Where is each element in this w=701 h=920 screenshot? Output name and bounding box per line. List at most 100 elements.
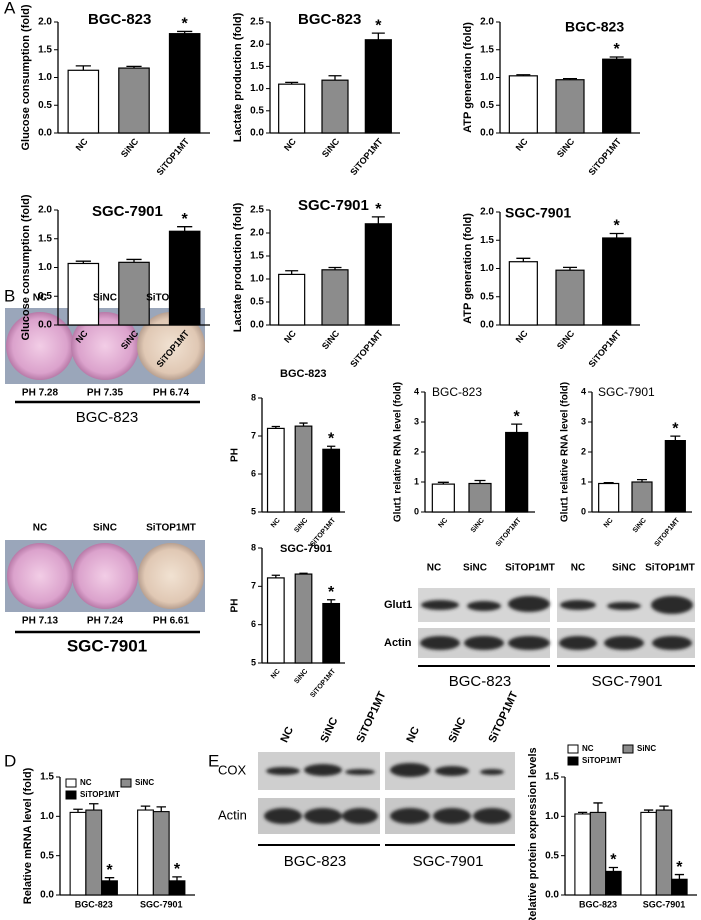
error-bar [593, 802, 603, 813]
bar [85, 809, 103, 896]
error-bar [474, 479, 486, 484]
error-bar [285, 81, 299, 85]
y-tick-label: 0.0 [38, 320, 52, 331]
bar [364, 39, 392, 134]
bar [118, 67, 150, 134]
significance-label: * [182, 211, 189, 228]
bar [101, 880, 118, 896]
error-bar [177, 226, 193, 232]
error-bar [516, 74, 531, 76]
bar [431, 483, 455, 513]
bar [322, 448, 341, 513]
bar [278, 83, 306, 134]
cell-line-label: SGC-7901 [592, 673, 663, 690]
y-tick-label: 8 [251, 392, 256, 402]
y-tick-label: 4 [414, 386, 419, 396]
y-tick-label: 4 [581, 386, 586, 396]
lane-label: NC [278, 725, 296, 745]
significance-label: * [610, 852, 617, 869]
bar [364, 223, 392, 326]
y-tick-label: 0.5 [250, 105, 264, 116]
legend-swatch [65, 778, 77, 788]
error-bar [511, 423, 523, 433]
error-bar [327, 599, 336, 604]
bar [137, 809, 154, 896]
x-tick-label: NC [437, 517, 449, 529]
significance-label: * [375, 201, 382, 218]
bar [671, 878, 688, 896]
bar [574, 813, 591, 896]
y-tick-label: 0.0 [38, 128, 52, 139]
y-tick-label: 2 [414, 446, 419, 456]
lane-label: SiNC [318, 716, 340, 745]
bar [322, 602, 341, 664]
chart-title: SGC-7901 [505, 205, 571, 221]
y-tick-label: 1.5 [38, 44, 52, 55]
y-tick-label: 1.0 [40, 811, 54, 822]
error-bar [285, 270, 299, 275]
ph-label: PH 7.13 [22, 616, 59, 627]
legend-label: SiNC [637, 744, 656, 753]
cell-line-label: BGC-823 [449, 673, 512, 690]
bar [555, 269, 585, 326]
legend-label: SiNC [135, 778, 154, 787]
panel-label: A [4, 0, 16, 17]
legend-label: SiTOP1MT [80, 790, 120, 799]
y-tick-label: 2.5 [250, 17, 264, 28]
y-tick-label: 2.0 [250, 228, 264, 239]
bar [640, 811, 657, 896]
bar [602, 58, 632, 134]
error-bar [172, 876, 182, 881]
x-tick-label: SGC-7901 [140, 899, 183, 909]
error-bar [104, 877, 115, 881]
lane-label: SiTOP1MT [505, 563, 555, 574]
y-tick-label: 6 [251, 468, 256, 478]
x-tick-label: NC [270, 517, 282, 529]
lane-label: SiNC [446, 716, 468, 745]
legend-label: NC [582, 744, 594, 753]
y-tick-label: 7 [251, 430, 256, 440]
ph-label: PH 6.61 [153, 616, 190, 627]
error-bar [609, 56, 624, 60]
bar [67, 262, 100, 326]
bar [468, 482, 492, 513]
x-tick-label: SiTOP1MT [348, 328, 385, 369]
legend-swatch [622, 744, 634, 754]
lane-label: SiNC [93, 523, 117, 534]
bar [589, 811, 607, 896]
legend-swatch [567, 744, 579, 754]
chart-title: BGC-823 [298, 11, 361, 28]
x-tick-label: SiTOP1MT [587, 136, 624, 177]
y-tick-label: 1.5 [250, 61, 264, 72]
x-tick-label: SiNC [320, 328, 342, 351]
legend-swatch [567, 756, 579, 766]
chart-title: SGC-7901 [92, 203, 163, 220]
y-tick-label: 1 [581, 476, 586, 486]
y-tick-label: 1.0 [545, 811, 559, 822]
legend-label: NC [80, 778, 92, 787]
bar [152, 811, 170, 896]
y-tick-label: 2.0 [38, 205, 52, 216]
chart-title: BGC-823 [280, 368, 326, 380]
y-tick-label: 1.0 [250, 83, 264, 94]
error-bar [156, 806, 166, 812]
error-bar [643, 809, 654, 813]
x-tick-label: SiTOP1MT [587, 328, 624, 369]
significance-label: * [328, 430, 335, 447]
bar [67, 69, 100, 134]
y-tick-label: 0.5 [480, 100, 494, 111]
y-tick-label: 2.0 [250, 39, 264, 50]
error-bar [73, 808, 83, 813]
y-tick-label: 0.0 [250, 128, 264, 139]
x-tick-label: NC [514, 328, 530, 345]
error-bar [603, 481, 614, 484]
error-bar [563, 77, 577, 80]
significance-label: * [328, 584, 335, 601]
y-tick-label: 1.5 [40, 772, 54, 783]
y-tick-label: 0.5 [40, 850, 54, 861]
legend-label: SiTOP1MT [582, 756, 622, 765]
ph-label: PH 6.74 [153, 388, 190, 399]
x-tick-label: SiTOP1MT [495, 516, 523, 548]
cell-line-label: SGC-7901 [413, 853, 484, 870]
y-axis-label: Glut1 relative RNA level (fold) [393, 382, 404, 522]
